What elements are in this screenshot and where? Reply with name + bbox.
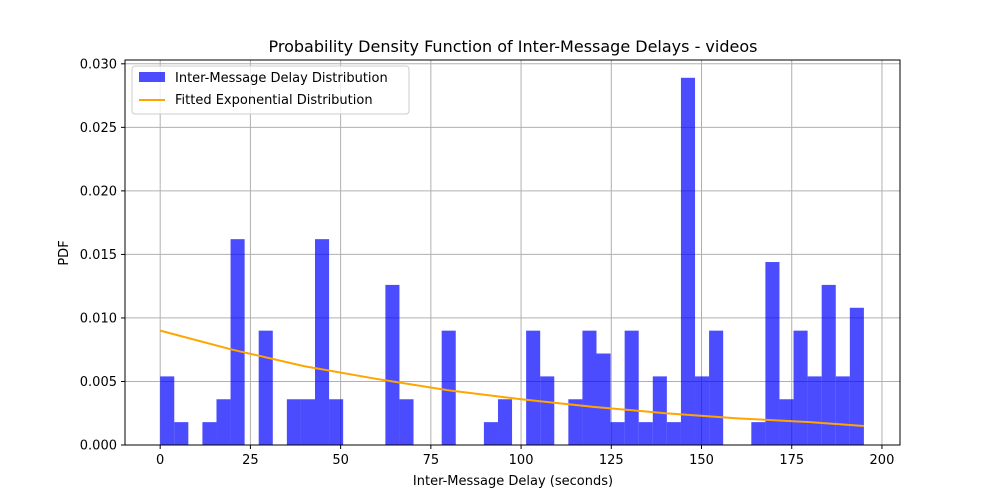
x-tick-label: 125 bbox=[599, 453, 624, 468]
chart-title: Probability Density Function of Inter-Me… bbox=[269, 37, 758, 56]
legend-label-histogram: Inter-Message Delay Distribution bbox=[175, 71, 388, 86]
histogram-bar bbox=[202, 422, 217, 445]
x-tick-label: 175 bbox=[779, 453, 804, 468]
histogram-bar bbox=[680, 77, 696, 445]
histogram-bar bbox=[751, 422, 766, 445]
histogram-bar bbox=[807, 376, 822, 445]
histogram-bar bbox=[709, 330, 724, 445]
histogram-bars bbox=[160, 77, 864, 445]
x-tick-label: 25 bbox=[242, 453, 259, 468]
y-tick-label: 0.030 bbox=[80, 57, 117, 72]
histogram-bar bbox=[793, 330, 808, 445]
y-axis-label: PDF bbox=[57, 240, 72, 265]
histogram-bar bbox=[160, 376, 175, 445]
histogram-bar bbox=[329, 399, 344, 445]
histogram-bar bbox=[596, 353, 611, 445]
histogram-bar bbox=[638, 422, 653, 445]
histogram-bar bbox=[610, 422, 625, 445]
histogram-bar bbox=[568, 399, 583, 445]
histogram-bar bbox=[258, 330, 273, 445]
x-tick-label: 75 bbox=[423, 453, 440, 468]
legend-box bbox=[131, 65, 410, 115]
histogram-bar bbox=[315, 239, 330, 445]
histogram-bar bbox=[582, 330, 597, 445]
fitted-exponential-line bbox=[159, 329, 864, 427]
x-tick-label: 0 bbox=[156, 453, 164, 468]
legend-swatch-histogram bbox=[139, 72, 165, 82]
x-axis-label: Inter-Message Delay (seconds) bbox=[413, 474, 613, 489]
y-tick-label: 0.025 bbox=[80, 121, 117, 136]
plot-area-frame bbox=[124, 59, 901, 446]
legend-label-fitted-line: Fitted Exponential Distribution bbox=[175, 93, 373, 108]
histogram-bar bbox=[497, 399, 513, 445]
histogram-bar bbox=[230, 239, 245, 445]
histogram-bar bbox=[849, 307, 864, 445]
histogram-bar bbox=[835, 376, 850, 445]
histogram-bar bbox=[526, 330, 541, 445]
histogram-bar bbox=[399, 399, 414, 445]
histogram-bar bbox=[779, 399, 794, 445]
x-tick-label: 50 bbox=[332, 453, 349, 468]
y-axis-ticks: 0.000 0.005 0.010 0.015 0.020 0.025 0.030 bbox=[80, 57, 125, 454]
y-tick-label: 0.020 bbox=[80, 184, 117, 199]
y-tick-label: 0.005 bbox=[80, 375, 117, 390]
y-tick-label: 0.000 bbox=[80, 439, 117, 454]
histogram-bar bbox=[216, 399, 231, 445]
histogram-bar bbox=[821, 284, 836, 445]
x-axis-ticks: 0 25 50 75 100 125 150 175 200 bbox=[156, 445, 894, 468]
histogram-bar bbox=[286, 399, 301, 445]
y-tick-label: 0.010 bbox=[80, 311, 117, 326]
x-tick-label: 200 bbox=[870, 453, 895, 468]
histogram-bar bbox=[666, 422, 681, 445]
histogram-bar bbox=[385, 284, 400, 445]
histogram-bar bbox=[652, 376, 667, 445]
histogram-bar bbox=[300, 399, 316, 445]
histogram-bar bbox=[765, 262, 780, 445]
x-tick-label: 100 bbox=[509, 453, 534, 468]
histogram-bar bbox=[483, 422, 498, 445]
histogram-bar bbox=[174, 422, 189, 445]
histogram-bar bbox=[695, 376, 710, 445]
histogram-bar bbox=[441, 330, 456, 445]
y-tick-label: 0.015 bbox=[80, 248, 117, 263]
x-tick-label: 150 bbox=[689, 453, 714, 468]
histogram-bar bbox=[540, 376, 555, 445]
legend: Inter-Message Delay Distribution Fitted … bbox=[131, 65, 410, 115]
histogram-bar bbox=[624, 330, 639, 445]
